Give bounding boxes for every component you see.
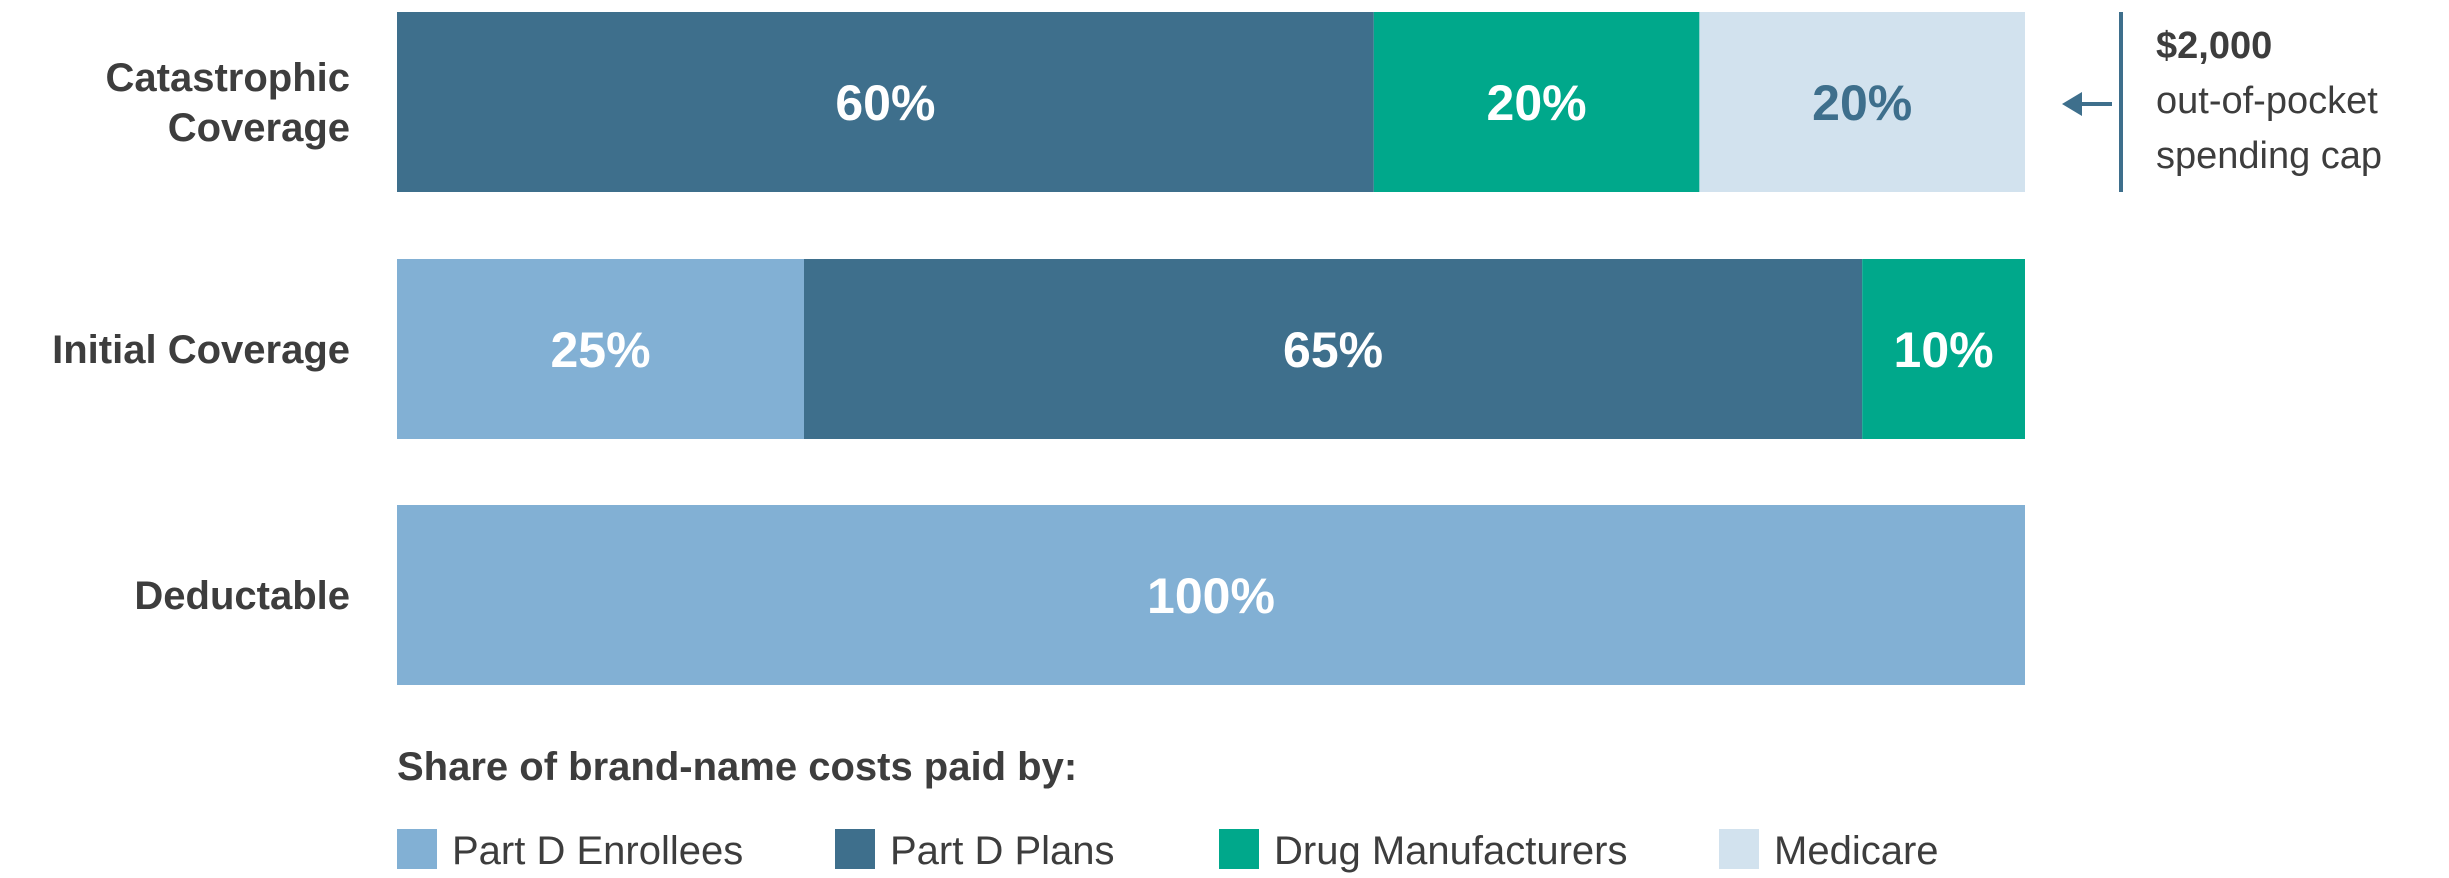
data-label: 10% (1894, 322, 1994, 378)
annotation-text: out-of-pocket (2156, 80, 2378, 122)
annotation-text: spending cap (2156, 135, 2382, 177)
bar-segment-part-d-plans (397, 12, 1374, 192)
legend-swatch-medicare (1719, 829, 1759, 869)
arrow-left-icon (2062, 92, 2082, 116)
legend-title: Share of brand-name costs paid by: (397, 745, 1077, 789)
legend-label: Part D Enrollees (452, 829, 743, 873)
category-labels: Catastrophic Coverage Initial Coverage Dedu… (52, 56, 350, 618)
category-label: Catastrophic (106, 56, 351, 100)
legend: Share of brand-name costs paid by: Part … (397, 745, 1939, 873)
bar-segment-medicare (1699, 12, 2025, 192)
bar-segment-part-d-enrollees (397, 505, 2025, 685)
bar-segment-part-d-plans (804, 259, 1863, 439)
bar-segment-part-d-enrollees (397, 259, 804, 439)
legend-label: Medicare (1774, 829, 1939, 873)
bar-segment-drug-manufacturers (1862, 259, 2025, 439)
data-label: 20% (1812, 75, 1912, 131)
data-label: 65% (1283, 322, 1383, 378)
data-label: 100% (1147, 568, 1275, 624)
legend-label: Part D Plans (890, 829, 1115, 873)
data-label: 25% (550, 322, 650, 378)
legend-swatch-drug-manufacturers (1219, 829, 1259, 869)
bars: 60% 20% 20% 25% 65% 10% 100% (397, 12, 2025, 685)
category-label: Initial Coverage (52, 328, 350, 372)
legend-items: Part D Enrollees Part D Plans Drug Manufac… (397, 829, 1939, 873)
annotation-text: $2,000 (2156, 25, 2272, 67)
bar-segment-drug-manufacturers (1373, 12, 1700, 192)
data-label: 60% (835, 75, 935, 131)
category-label: Coverage (168, 106, 350, 150)
legend-swatch-part-d-plans (835, 829, 875, 869)
legend-label: Drug Manufacturers (1274, 829, 1627, 873)
category-label: Deductable (134, 574, 350, 618)
legend-swatch-part-d-enrollees (397, 829, 437, 869)
spending-cap-annotation: $2,000 out-of-pocket spending cap (2062, 12, 2382, 192)
data-label: 20% (1487, 75, 1587, 131)
